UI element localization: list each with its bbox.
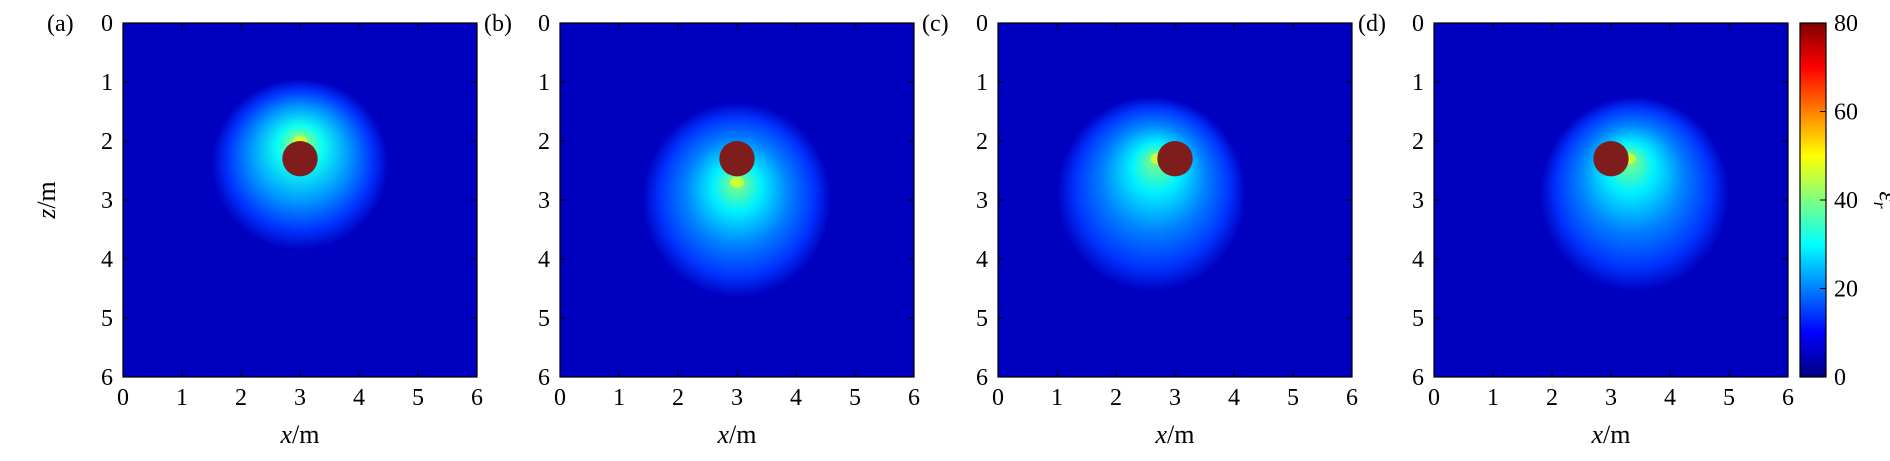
target-circle [719, 141, 755, 177]
x-tick-label: 1 [1487, 385, 1499, 411]
x-axis-unit: /m [1603, 420, 1630, 449]
x-tick-label: 2 [672, 385, 684, 411]
y-tick-label: 5 [1412, 306, 1424, 332]
x-tick-label: 0 [1428, 385, 1440, 411]
x-tick-label: 4 [1228, 385, 1240, 411]
x-tick-label: 4 [790, 385, 802, 411]
y-axis-unit: /m [32, 181, 61, 208]
y-tick-label: 6 [1412, 365, 1424, 391]
colorbar-tick-label: 0 [1834, 365, 1846, 391]
panel-label: (a) [47, 11, 74, 37]
y-tick-label: 2 [101, 129, 113, 155]
x-tick-label: 2 [1110, 385, 1122, 411]
x-tick-label: 6 [471, 385, 483, 411]
x-tick-label: 2 [1546, 385, 1558, 411]
x-axis-label: x/m [1591, 420, 1631, 449]
x-axis-unit: /m [292, 420, 319, 449]
target-circle [282, 141, 318, 177]
y-tick-label: 0 [101, 11, 113, 37]
colorbar-tick-label: 80 [1834, 11, 1858, 37]
permittivity-halo [1057, 96, 1246, 292]
x-tick-label: 4 [353, 385, 365, 411]
x-tick-label: 5 [849, 385, 861, 411]
y-tick-label: 5 [101, 306, 113, 332]
y-tick-label: 6 [976, 365, 988, 391]
y-tick-label: 1 [1412, 70, 1424, 96]
x-tick-label: 1 [613, 385, 625, 411]
x-tick-label: 5 [1723, 385, 1735, 411]
y-tick-label: 5 [538, 306, 550, 332]
y-tick-label: 3 [538, 188, 550, 214]
x-tick-label: 0 [117, 385, 129, 411]
x-axis-variable: x [1155, 420, 1168, 449]
x-axis-variable: x [280, 420, 293, 449]
panel-label: (b) [484, 11, 512, 37]
colorbar-label: εr [1870, 191, 1890, 209]
hot-spot [729, 176, 745, 188]
colorbar-label-subscript: r [1870, 202, 1890, 210]
y-tick-label: 2 [538, 129, 550, 155]
permittivity-halo [642, 102, 832, 298]
colorbar-tick-label: 60 [1834, 100, 1858, 126]
y-tick-label: 3 [1412, 188, 1424, 214]
y-tick-label: 6 [538, 365, 550, 391]
colorbar-tick-label: 20 [1834, 277, 1858, 303]
y-tick-label: 1 [101, 70, 113, 96]
x-tick-label: 5 [412, 385, 424, 411]
y-tick-label: 0 [1412, 11, 1424, 37]
y-tick-label: 1 [976, 70, 988, 96]
y-tick-label: 0 [538, 11, 550, 37]
x-tick-label: 0 [992, 385, 1004, 411]
x-tick-label: 1 [1051, 385, 1063, 411]
x-tick-label: 5 [1287, 385, 1299, 411]
panel-label: (c) [922, 11, 949, 37]
x-tick-label: 1 [176, 385, 188, 411]
target-circle [1593, 141, 1629, 177]
x-tick-label: 3 [731, 385, 743, 411]
target-circle [1157, 141, 1193, 177]
y-tick-label: 4 [538, 247, 550, 273]
y-tick-label: 6 [101, 365, 113, 391]
x-tick-label: 3 [1605, 385, 1617, 411]
y-tick-label: 5 [976, 306, 988, 332]
y-tick-label: 2 [976, 129, 988, 155]
y-axis-variable: z [32, 209, 61, 220]
x-axis-label: x/m [1155, 420, 1195, 449]
y-tick-label: 4 [101, 247, 113, 273]
x-tick-label: 3 [294, 385, 306, 411]
x-tick-label: 6 [1782, 385, 1794, 411]
y-tick-label: 4 [976, 247, 988, 273]
x-axis-label: x/m [717, 420, 757, 449]
x-tick-label: 6 [1346, 385, 1358, 411]
x-axis-unit: /m [1167, 420, 1194, 449]
y-tick-label: 0 [976, 11, 988, 37]
y-tick-label: 4 [1412, 247, 1424, 273]
colorbar-tick-label: 40 [1834, 188, 1858, 214]
x-tick-label: 2 [235, 385, 247, 411]
x-axis-unit: /m [729, 420, 756, 449]
y-tick-label: 2 [1412, 129, 1424, 155]
colorbar: 0 20 40 60 80 εr [1799, 11, 1890, 391]
x-tick-label: 0 [554, 385, 566, 411]
x-tick-label: 6 [908, 385, 920, 411]
y-tick-label: 3 [976, 188, 988, 214]
y-tick-label: 3 [101, 188, 113, 214]
x-axis-variable: x [717, 420, 730, 449]
x-axis-variable: x [1591, 420, 1604, 449]
panel-label: (d) [1358, 11, 1386, 37]
x-axis-label: x/m [280, 420, 320, 449]
y-tick-label: 1 [538, 70, 550, 96]
permittivity-halo [1540, 96, 1729, 292]
x-tick-label: 3 [1169, 385, 1181, 411]
y-axis-label: z/m [32, 181, 61, 220]
colorbar-label-symbol: ε [1874, 191, 1890, 202]
x-tick-label: 4 [1664, 385, 1676, 411]
